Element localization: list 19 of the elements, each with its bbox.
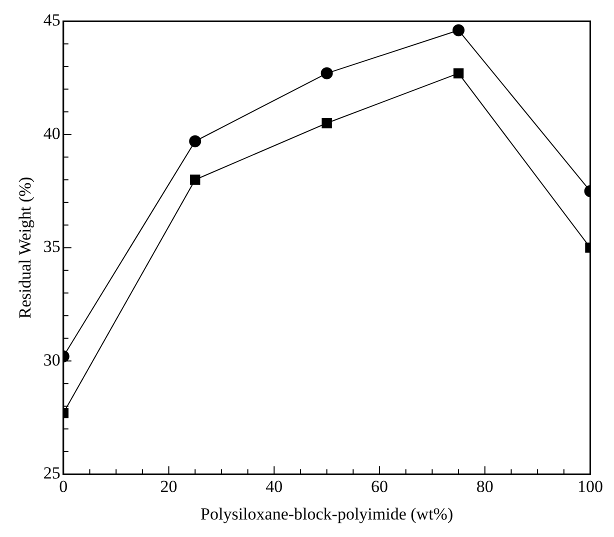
x-tick-label: 20 — [160, 476, 178, 496]
point — [322, 118, 332, 128]
y-tick-label: 35 — [43, 237, 60, 256]
x-tick-label: 100 — [578, 476, 603, 496]
point — [453, 68, 464, 78]
y-axis-title: Residual Weight (%) — [16, 176, 35, 319]
y-tick-label: 25 — [43, 464, 60, 483]
point — [452, 24, 465, 36]
x-tick-label: 0 — [59, 476, 68, 496]
x-tick-label: 80 — [476, 476, 494, 496]
y-tick-label: 40 — [43, 124, 60, 143]
y-tick-label: 45 — [43, 10, 60, 30]
x-tick-label: 60 — [371, 476, 388, 496]
point — [320, 67, 333, 80]
point — [189, 135, 202, 148]
x-axis-title: Polysiloxane-block-polyimide (wt%) — [200, 504, 454, 524]
y-tick-label: 30 — [43, 350, 60, 370]
point — [190, 174, 200, 185]
x-tick-label: 40 — [266, 476, 283, 496]
